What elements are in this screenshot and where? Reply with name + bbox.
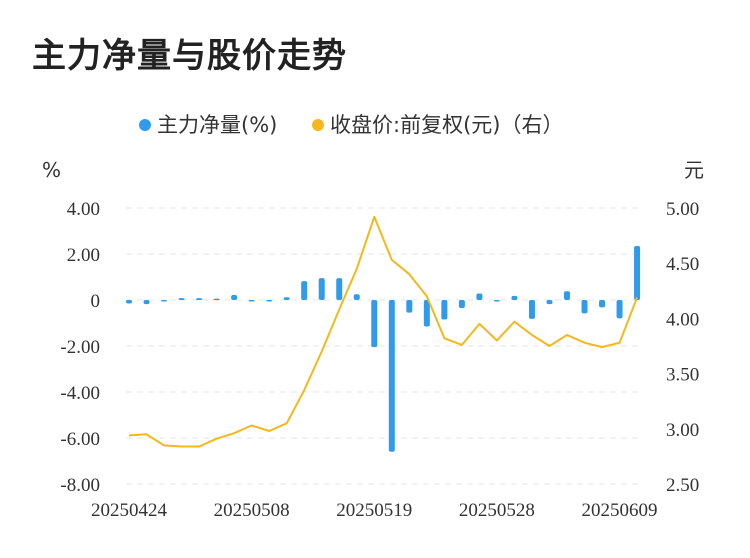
right-axis-tick-label: 4.00 — [666, 309, 699, 330]
net-volume-bar — [301, 281, 308, 300]
x-axis-tick-label: 20250519 — [336, 500, 412, 521]
left-axis-tick-label: -2.00 — [60, 337, 100, 358]
right-axis-tick-label: 4.50 — [666, 254, 699, 275]
grid-lines — [126, 207, 640, 485]
net-volume-bar — [283, 297, 290, 300]
left-axis-tick-label: 0 — [91, 291, 101, 312]
net-volume-bar — [266, 300, 273, 302]
net-volume-bar — [161, 300, 168, 302]
left-axis-tick-label: 4.00 — [67, 199, 100, 220]
right-axis-unit: 元 — [684, 158, 704, 182]
net-volume-bar — [178, 298, 185, 300]
x-axis-tick-label: 20250528 — [459, 500, 535, 521]
right-axis-tick-label: 3.50 — [666, 365, 699, 386]
close-price-line — [128, 215, 639, 448]
net-volume-bar — [423, 300, 430, 327]
left-axis-tick-label: -8.00 — [60, 475, 100, 496]
net-volume-bar — [616, 300, 623, 319]
close-price-series-line — [128, 215, 639, 448]
net-volume-bar — [441, 300, 448, 320]
right-axis-tick-label: 3.00 — [666, 420, 699, 441]
left-axis-unit: % — [42, 158, 61, 182]
legend-marker-close-price — [312, 119, 324, 131]
net-volume-bar — [318, 278, 325, 300]
x-axis-tick-label: 20250508 — [214, 500, 290, 521]
left-axis-tick-label: -6.00 — [60, 429, 100, 450]
x-axis-tick-label: 20250424 — [91, 500, 168, 521]
net-volume-bar — [248, 300, 255, 302]
left-axis-tick-label: 2.00 — [67, 245, 100, 266]
net-volume-bar — [511, 295, 518, 300]
net-volume-bar — [406, 300, 413, 313]
net-volume-bar — [336, 278, 343, 300]
x-axis-ticks: 20250424 20250508 20250519 20250528 20250609 — [91, 500, 658, 521]
chart-title: 主力净量与股价走势 — [32, 36, 347, 76]
net-volume-bar — [634, 245, 641, 300]
net-volume-bar — [493, 300, 500, 302]
legend: 主力净量(%) 收盘价:前复权(元)（右） — [139, 113, 563, 137]
net-volume-bar — [353, 294, 360, 300]
net-volume-bar — [546, 300, 553, 305]
net-volume-bar — [371, 300, 378, 348]
legend-marker-net-volume — [139, 119, 151, 131]
right-axis-ticks: 5.00 4.50 4.00 3.50 3.00 2.50 — [666, 199, 699, 496]
net-volume-bar — [143, 300, 150, 305]
left-axis-tick-label: -4.00 — [60, 383, 100, 404]
legend-label-net-volume: 主力净量(%) — [157, 113, 277, 137]
net-volume-bars — [126, 245, 641, 452]
left-axis-ticks: 4.00 2.00 0 -2.00 -4.00 -6.00 -8.00 — [60, 199, 100, 496]
net-volume-bar — [213, 298, 220, 301]
net-volume-bar — [528, 300, 535, 319]
net-volume-bar — [126, 300, 132, 304]
net-volume-bar — [564, 291, 570, 300]
net-volume-bar — [581, 300, 588, 314]
legend-label-close-price: 收盘价:前复权(元)（右） — [330, 113, 563, 137]
right-axis-tick-label: 5.00 — [666, 199, 699, 220]
right-axis-tick-label: 2.50 — [666, 475, 699, 496]
x-axis-tick-label: 20250609 — [582, 500, 658, 521]
net-volume-bar — [458, 300, 465, 309]
net-volume-bar — [231, 294, 238, 300]
net-volume-bar — [388, 300, 395, 452]
net-volume-bar — [196, 298, 203, 300]
net-volume-bar — [476, 293, 483, 300]
net-volume-bar — [599, 300, 606, 308]
